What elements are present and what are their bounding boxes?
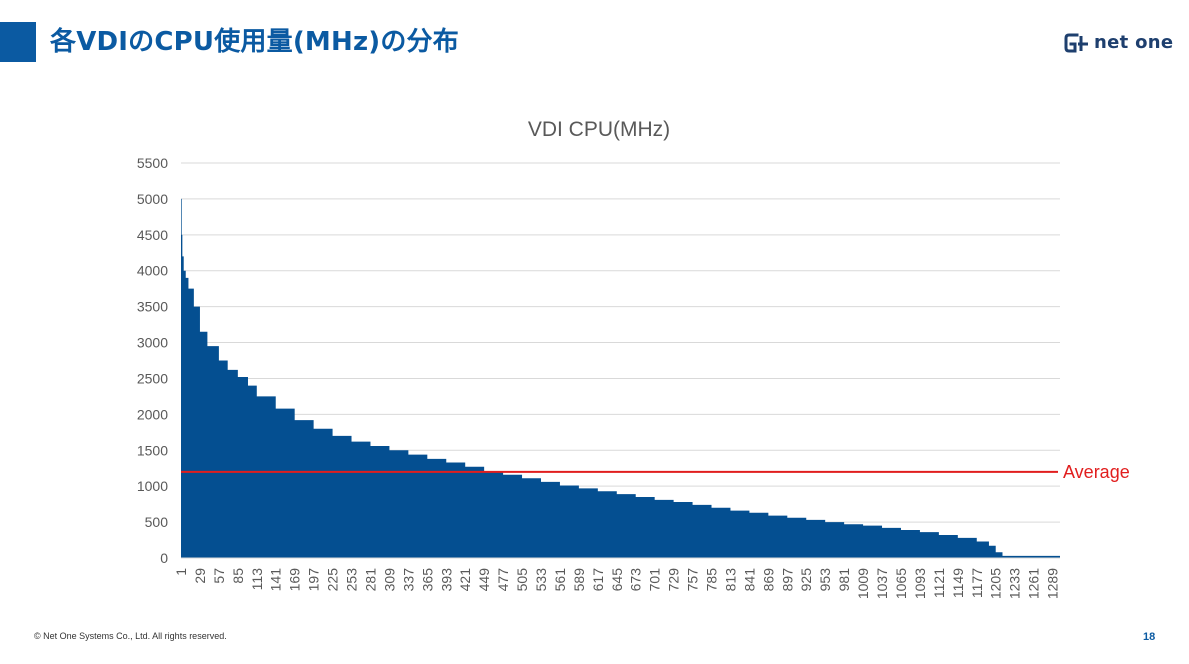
x-tick-label: 85 bbox=[230, 568, 246, 584]
x-tick-label: 561 bbox=[552, 568, 568, 592]
x-tick-label: 477 bbox=[495, 568, 511, 592]
net-one-logo: net one bbox=[1064, 30, 1173, 56]
x-tick-label: 309 bbox=[381, 568, 397, 592]
net-one-logo-text: net one bbox=[1094, 32, 1174, 53]
x-tick-label: 169 bbox=[287, 568, 303, 592]
slide-title: 各VDIのCPU使用量(MHz)の分布 bbox=[50, 27, 459, 57]
x-tick-label: 925 bbox=[798, 568, 814, 592]
title-accent-bar bbox=[0, 22, 36, 62]
average-label: Average bbox=[1063, 462, 1130, 482]
y-tick-label: 4000 bbox=[137, 263, 168, 279]
x-tick-label: 1289 bbox=[1045, 568, 1061, 599]
x-tick-label: 197 bbox=[306, 568, 322, 592]
x-tick-label: 533 bbox=[533, 568, 549, 592]
y-tick-label: 2000 bbox=[137, 406, 168, 422]
x-tick-label: 1 bbox=[173, 568, 189, 576]
x-tick-label: 449 bbox=[476, 568, 492, 592]
y-tick-label: 5500 bbox=[137, 155, 168, 171]
x-tick-label: 1093 bbox=[912, 568, 928, 599]
x-tick-label: 505 bbox=[514, 568, 530, 592]
y-tick-label: 3000 bbox=[137, 335, 168, 351]
x-tick-label: 869 bbox=[760, 568, 776, 592]
x-tick-label: 113 bbox=[249, 568, 265, 591]
y-tick-label: 5000 bbox=[137, 191, 168, 207]
x-tick-label: 57 bbox=[211, 568, 227, 584]
x-tick-label: 841 bbox=[741, 568, 757, 592]
x-tick-label: 1037 bbox=[874, 568, 890, 599]
x-tick-label: 1149 bbox=[950, 568, 966, 598]
x-tick-label: 645 bbox=[609, 568, 625, 592]
x-tick-label: 29 bbox=[192, 568, 208, 584]
x-tick-label: 225 bbox=[325, 568, 341, 592]
net-one-logo-icon bbox=[1064, 33, 1088, 53]
x-tick-label: 729 bbox=[666, 568, 682, 592]
footer-copyright: © Net One Systems Co., Ltd. All rights r… bbox=[34, 631, 227, 641]
x-tick-label: 673 bbox=[628, 568, 644, 592]
x-tick-label: 897 bbox=[779, 568, 795, 592]
y-tick-label: 1500 bbox=[137, 442, 168, 458]
x-tick-label: 953 bbox=[817, 568, 833, 592]
x-tick-label: 1177 bbox=[969, 568, 985, 598]
x-tick-label: 701 bbox=[647, 568, 663, 592]
x-tick-label: 393 bbox=[438, 568, 454, 592]
x-tick-label: 757 bbox=[685, 568, 701, 592]
y-tick-label: 2500 bbox=[137, 370, 168, 386]
series-area bbox=[181, 198, 1060, 558]
x-tick-label: 785 bbox=[704, 568, 720, 592]
x-tick-label: 589 bbox=[571, 568, 587, 592]
x-tick-label: 1121 bbox=[931, 568, 947, 598]
y-tick-label: 0 bbox=[160, 550, 168, 566]
x-tick-label: 1261 bbox=[1026, 568, 1042, 599]
page-number: 18 bbox=[1143, 631, 1156, 643]
x-tick-label: 1009 bbox=[855, 568, 871, 599]
y-tick-label: 500 bbox=[145, 514, 169, 530]
x-tick-label: 1065 bbox=[893, 568, 909, 599]
x-tick-label: 253 bbox=[344, 568, 360, 592]
x-tick-label: 981 bbox=[836, 568, 852, 592]
chart-title: VDI CPU(MHz) bbox=[528, 118, 670, 141]
x-tick-label: 1205 bbox=[988, 568, 1004, 599]
x-tick-label: 365 bbox=[419, 568, 435, 592]
x-tick-label: 141 bbox=[268, 568, 284, 592]
x-tick-label: 1233 bbox=[1007, 568, 1023, 599]
y-tick-label: 4500 bbox=[137, 227, 168, 243]
x-tick-label: 337 bbox=[400, 568, 416, 592]
y-tick-label: 3500 bbox=[137, 299, 168, 315]
x-tick-label: 281 bbox=[362, 568, 378, 592]
x-tick-label: 813 bbox=[722, 568, 738, 592]
y-tick-label: 1000 bbox=[137, 478, 168, 494]
x-tick-label: 421 bbox=[457, 568, 473, 592]
x-tick-label: 617 bbox=[590, 568, 606, 592]
